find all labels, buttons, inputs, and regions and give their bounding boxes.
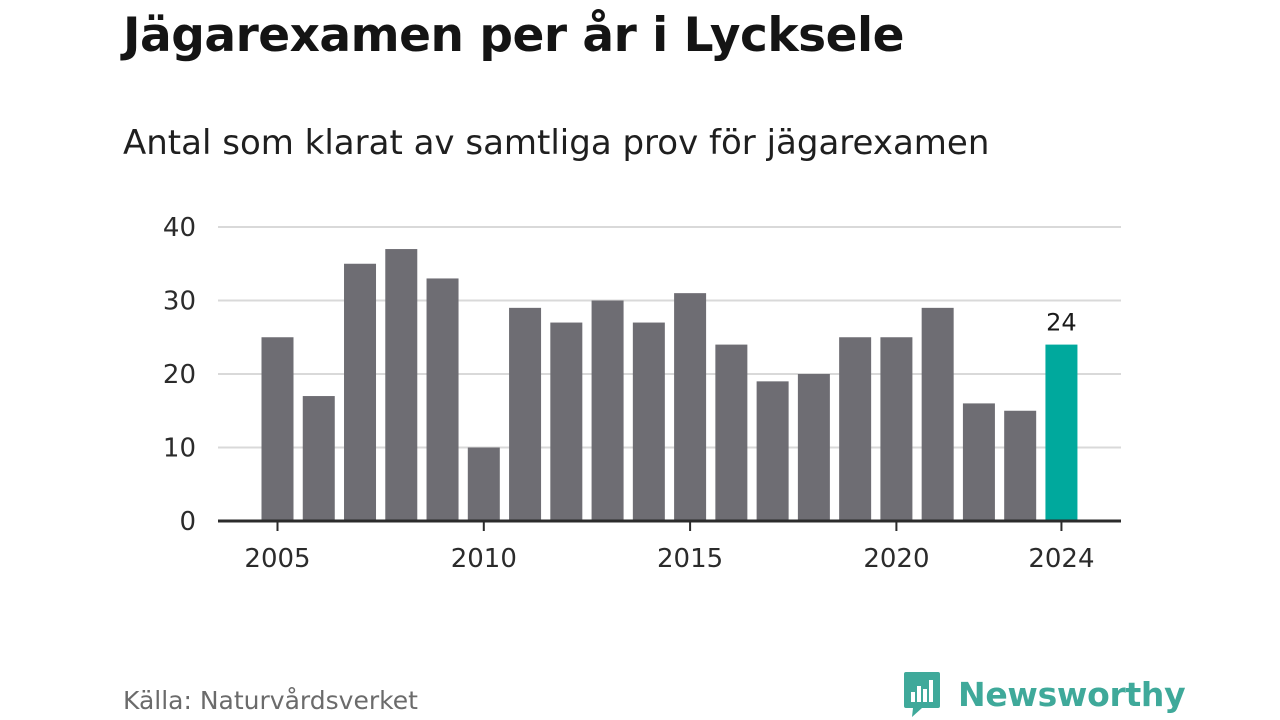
brand-logo: Newsworthy: [902, 670, 1186, 718]
y-tick-label: 30: [163, 287, 196, 317]
y-tick-label: 0: [179, 507, 196, 537]
bar-2016: [715, 344, 748, 521]
bar-2015: [674, 293, 707, 521]
bar-2007: [344, 263, 377, 521]
bar-2018: [797, 374, 830, 521]
x-tick-label: 2005: [244, 544, 310, 574]
bar-2017: [756, 381, 789, 521]
bar-2020: [880, 337, 913, 521]
bar-2022: [962, 403, 995, 521]
bar-2009: [426, 278, 459, 521]
bar-2008: [385, 249, 418, 522]
x-tick-label: 2015: [657, 544, 723, 574]
bar-2023: [1004, 410, 1037, 521]
bar-chart: 0 10 20 30 40 2005 2010 2015 2020 2024 24: [163, 213, 1121, 574]
chart-subtitle: Antal som klarat av samtliga prov för jä…: [123, 123, 990, 163]
bar-2011: [509, 307, 542, 521]
y-tick-label: 20: [163, 360, 196, 390]
x-tick-label: 2020: [863, 544, 929, 574]
bar-2019: [839, 337, 872, 521]
bar-2024: [1045, 344, 1078, 521]
bar-2012: [550, 322, 583, 521]
y-tick-label: 40: [163, 213, 196, 243]
bar-2013: [591, 300, 624, 521]
chart-title: Jägarexamen per år i Lycksele: [123, 8, 904, 63]
brand-name: Newsworthy: [958, 674, 1186, 714]
source-note: Källa: Naturvårdsverket: [123, 686, 418, 715]
bar-2006: [302, 396, 335, 521]
bar-2005: [261, 337, 294, 521]
data-label-2024: 24: [1046, 309, 1077, 337]
bar-2021: [921, 307, 954, 521]
bars: [261, 249, 1078, 522]
x-tick-label: 2010: [451, 544, 517, 574]
bar-2010: [467, 447, 500, 521]
bar-chart-speech-bubble-icon: [904, 672, 940, 717]
x-tick-label: 2024: [1028, 544, 1094, 574]
data-labels: 24: [1046, 309, 1077, 337]
bar-2014: [632, 322, 665, 521]
y-axis-tick-labels: 0 10 20 30 40: [163, 213, 196, 537]
x-axis-tick-labels: 2005 2010 2015 2020 2024: [244, 544, 1094, 574]
x-axis: [218, 519, 1121, 531]
y-tick-label: 10: [163, 434, 196, 464]
